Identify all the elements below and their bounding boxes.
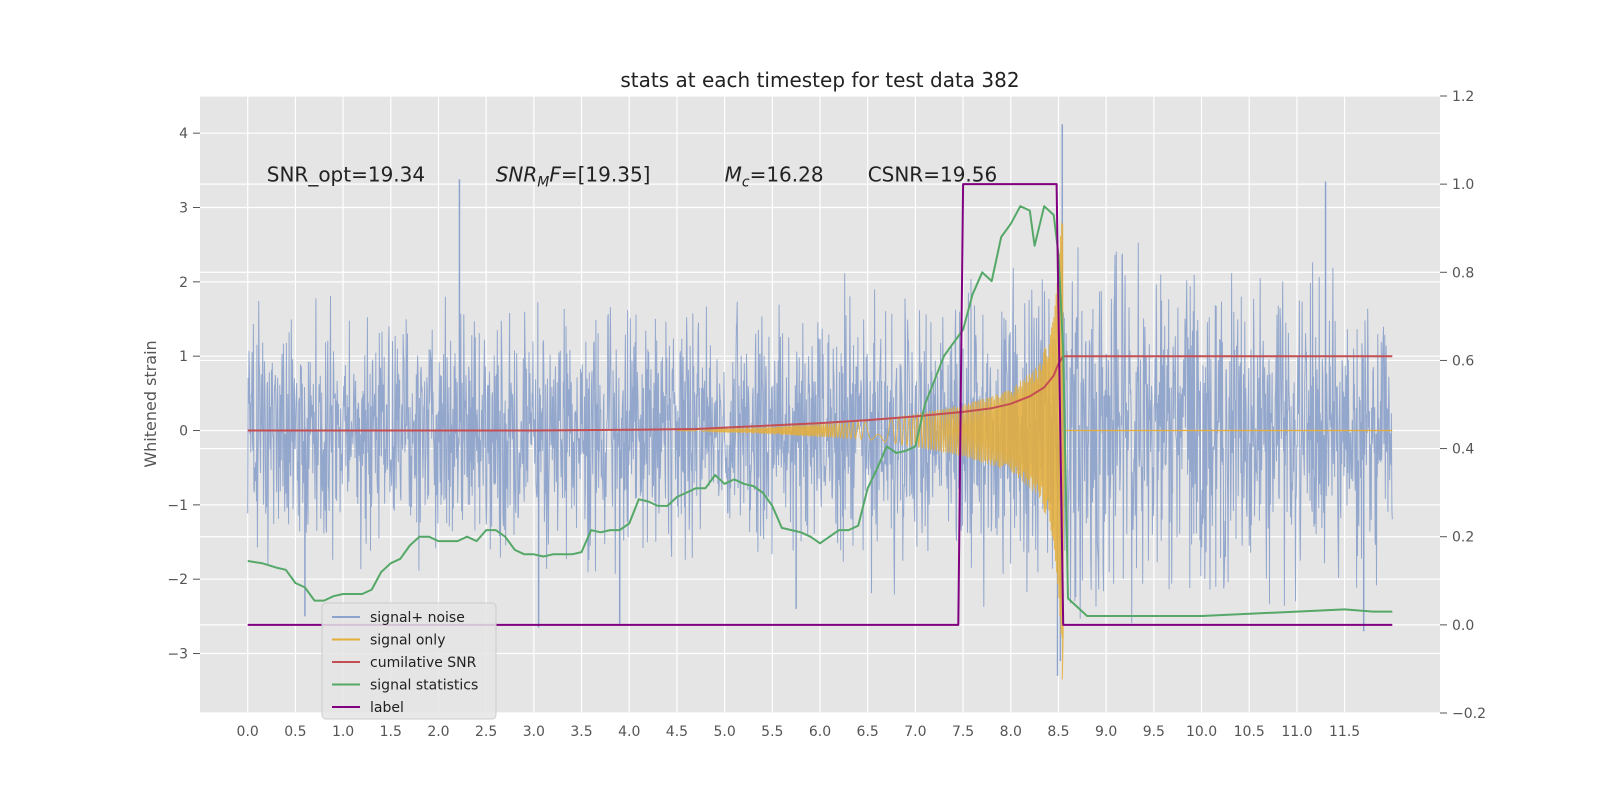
x-tick-label: 11.0 — [1281, 724, 1312, 740]
x-tick-label: 4.5 — [666, 724, 688, 740]
chart-title: stats at each timestep for test data 382 — [620, 68, 1019, 92]
series-cumilative-snr — [247, 355, 1393, 432]
legend-label: signal+ noise — [370, 610, 465, 626]
annotations: SNR_opt=19.34 SNRMF=[19.35] Mc=16.28 CSNR=1… — [267, 162, 997, 190]
series-layer — [247, 124, 1393, 680]
legend: signal+ noise signal only cumilative SNR si… — [321, 602, 497, 720]
annotation-tail-italic: F — [549, 162, 561, 186]
series-signal-noise — [247, 242, 1393, 624]
y-tick-label: 3 — [179, 201, 188, 217]
x-tick-label: 1.0 — [332, 724, 354, 740]
x-tick-label: 4.0 — [618, 724, 640, 740]
annotation-main: M — [725, 162, 742, 186]
series-label — [247, 183, 1393, 626]
annotation-main: SNR — [496, 162, 538, 186]
y-tick-label: 0 — [179, 424, 188, 440]
y-tick-label: −2 — [167, 572, 188, 588]
x-tick-label: 11.5 — [1329, 724, 1360, 740]
y2-tick-label: 1.2 — [1452, 89, 1474, 105]
x-tick-label: 3.0 — [523, 724, 545, 740]
x-tick-label: 5.0 — [713, 724, 735, 740]
x-tick-label: 8.0 — [1000, 724, 1022, 740]
y2-tick-label: 0.2 — [1452, 530, 1474, 546]
y-tick-label: −1 — [167, 498, 188, 514]
annotation-main: CSNR=19.56 — [868, 162, 998, 186]
annotation-sub: c — [742, 174, 750, 190]
x-tick-label: 2.0 — [427, 724, 449, 740]
legend-label: signal statistics — [370, 678, 478, 694]
annotation-main: SNR_opt=19.34 — [267, 162, 425, 186]
annotation-snr-mf: SNRMF=[19.35] — [496, 162, 651, 190]
x-tick-label: 2.5 — [475, 724, 497, 740]
x-tick-label: 7.5 — [952, 724, 974, 740]
y2-tick-label: 0.4 — [1452, 442, 1474, 458]
legend-label: cumilative SNR — [370, 655, 477, 671]
x-tick-label: 10.0 — [1186, 724, 1217, 740]
legend-box — [321, 602, 497, 720]
y2-tick-label: 1.0 — [1452, 177, 1474, 193]
y-tick-label: 2 — [179, 275, 188, 291]
series-signal-statistics — [247, 205, 1393, 617]
annotation-tail: =16.28 — [750, 162, 824, 186]
y-axis-label: Whitened strain — [141, 340, 160, 467]
axes: 0.0 0.5 1.0 1.5 2.0 2.5 3.0 3.5 4.0 4.5 5.0 5.5 6.0 6… — [167, 89, 1486, 740]
y2-tick-label: 0.6 — [1452, 353, 1474, 369]
x-tick-label: 3.5 — [570, 724, 592, 740]
x-tick-label: 0.0 — [237, 724, 259, 740]
x-tick-label: 6.5 — [857, 724, 879, 740]
x-tick-label: 5.5 — [761, 724, 783, 740]
y-tick-label: 1 — [179, 349, 188, 365]
x-tick-label: 6.0 — [809, 724, 831, 740]
legend-label: signal only — [370, 633, 445, 649]
y2-tick-label: 0.0 — [1452, 618, 1474, 634]
x-tick-label: 1.5 — [380, 724, 402, 740]
y-tick-label: −3 — [167, 647, 188, 663]
annotation-csnr: CSNR=19.56 — [868, 162, 998, 186]
annotation-tail: =[19.35] — [561, 162, 651, 186]
legend-label: label — [370, 700, 404, 716]
x-tick-label: 0.5 — [284, 724, 306, 740]
annotation-sub: M — [537, 174, 549, 190]
x-tick-label: 10.5 — [1234, 724, 1265, 740]
y2-tick-label: 0.8 — [1452, 265, 1474, 281]
x-tick-label: 7.0 — [904, 724, 926, 740]
y2-tick-label: −0.2 — [1452, 706, 1486, 722]
x-tick-label: 8.5 — [1047, 724, 1069, 740]
x-tick-label: 9.0 — [1095, 724, 1117, 740]
annotation-snr-opt: SNR_opt=19.34 — [267, 162, 425, 186]
y-tick-label: 4 — [179, 126, 188, 142]
annotation-mc: Mc=16.28 — [725, 162, 824, 190]
x-tick-label: 9.5 — [1143, 724, 1165, 740]
series-signal-only — [676, 222, 1065, 680]
